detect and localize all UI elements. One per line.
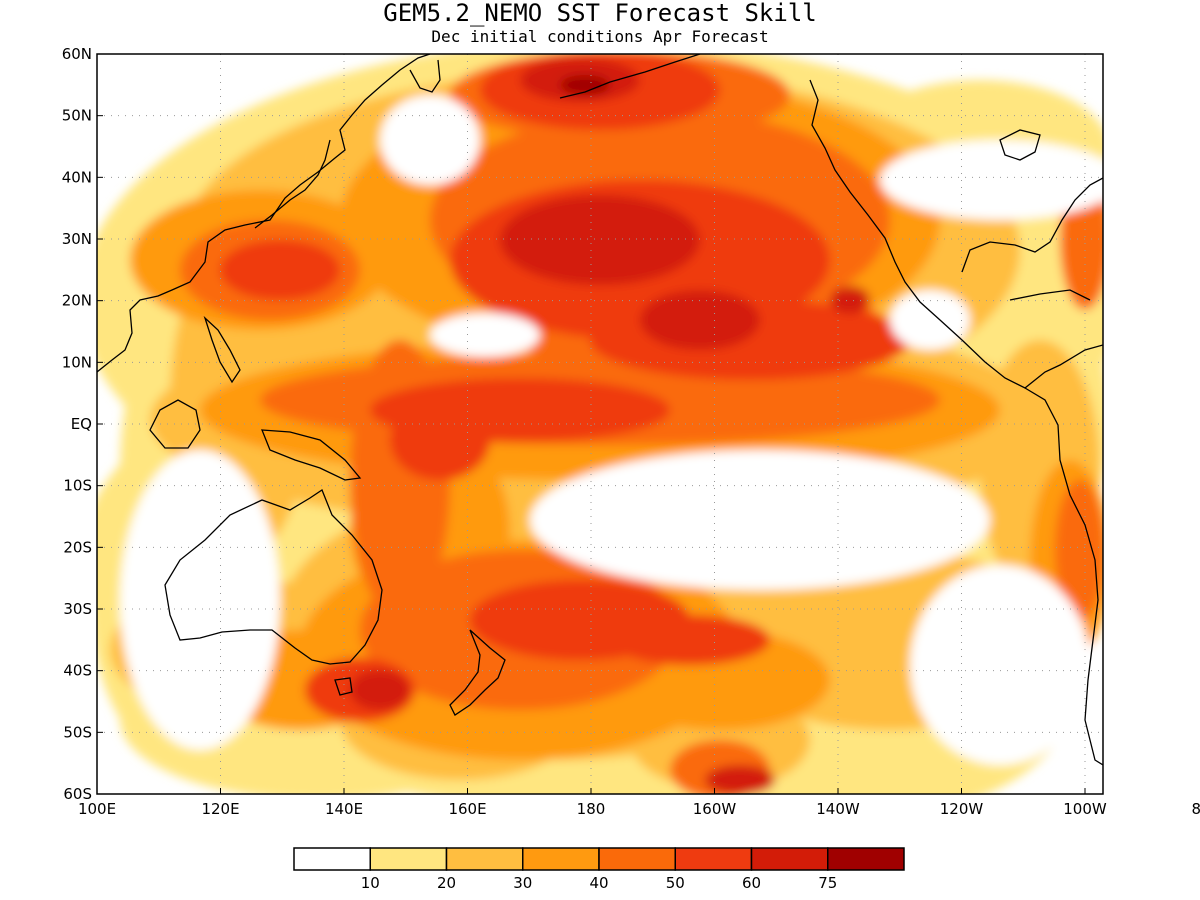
lat-tick-label: 40S (63, 662, 92, 680)
lon-tick-label: 80W (1192, 800, 1200, 818)
map-title: GEM5.2_NEMO SST Forecast Skill (383, 0, 817, 27)
skill-contour-region (1055, 480, 1103, 620)
colorbar-swatch (827, 847, 905, 871)
coastline-north-america (559, 54, 1103, 389)
colorbar-swatch (369, 847, 448, 871)
map-subtitle: Dec initial conditions Apr Forecast (431, 27, 769, 46)
longitude-labels: 100E 120E 140E 160E 180 160W 140W 120W 100W 80W (78, 800, 1200, 818)
colorbar-swatch (522, 847, 600, 871)
coastline-newzealand (449, 629, 506, 716)
colorbar-swatch (598, 847, 676, 871)
skill-contour-region (470, 580, 690, 660)
coastline-kamchatka (409, 59, 441, 93)
lat-tick-label: 50N (62, 107, 92, 125)
low-skill-region (530, 450, 990, 590)
coastline-australia (164, 489, 383, 665)
colorbar: 10 20 30 40 50 60 75 (293, 847, 905, 892)
skill-contour-region (350, 670, 410, 710)
low-skill-region (380, 95, 480, 185)
lat-tick-label: 20N (62, 292, 92, 310)
low-skill-region (120, 450, 280, 750)
graticule (96, 53, 1103, 795)
skill-contour-region (560, 75, 610, 95)
colorbar-label: 10 (361, 874, 380, 892)
low-skill-region (430, 313, 540, 357)
lon-tick-label: 120W (940, 800, 984, 818)
lat-tick-label: 60S (63, 785, 92, 803)
low-skill-region (910, 565, 1090, 765)
skill-contour-region (830, 286, 870, 314)
coastline-newguinea (261, 429, 362, 481)
lon-tick-label: 140E (325, 800, 363, 818)
coastline-philippines (203, 315, 241, 384)
lat-tick-label: 30S (63, 600, 92, 618)
skill-contour-region (350, 340, 450, 620)
skill-contour-region (390, 400, 490, 480)
coastlines (97, 54, 1103, 766)
coastline-cuba (1009, 289, 1091, 301)
skill-contour-region (220, 240, 340, 300)
skill-layer-low (120, 95, 1103, 765)
coastline-tasmania (334, 677, 353, 696)
map-frame (96, 53, 1104, 795)
coastline-borneo (149, 399, 201, 449)
colorbar-label: 20 (437, 874, 456, 892)
colorbar-label: 30 (513, 874, 532, 892)
lat-tick-label: 30N (62, 230, 92, 248)
colorbar-swatch (293, 847, 371, 871)
lat-tick-label: 40N (62, 168, 92, 186)
lat-tick-label: 10N (62, 353, 92, 371)
skill-field (97, 54, 1103, 794)
lat-tick-label: 60N (62, 45, 92, 63)
colorbar-label: 50 (666, 874, 685, 892)
skill-contour-region (640, 290, 760, 350)
lon-tick-label: 100W (1063, 800, 1107, 818)
colorbar-swatch (674, 847, 753, 871)
low-skill-region (880, 140, 1103, 220)
skill-layer-6 (350, 58, 870, 794)
lat-tick-label: 10S (63, 477, 92, 495)
lon-tick-label: 160E (448, 800, 486, 818)
lon-tick-label: 180 (577, 800, 606, 818)
colorbar-swatch (750, 847, 829, 871)
coastline-asia (97, 54, 431, 373)
coastline-gulf-mexico (961, 177, 1103, 273)
lon-tick-label: 160W (693, 800, 737, 818)
coastline-japan (254, 139, 331, 229)
coastline-south-america (1024, 387, 1103, 766)
skill-layer-7 (560, 75, 610, 95)
colorbar-label: 40 (589, 874, 608, 892)
lat-tick-label: 20S (63, 538, 92, 556)
lat-tick-label: 50S (63, 723, 92, 741)
lat-tick-label: EQ (71, 415, 92, 433)
latitude-labels: 60N 50N 40N 30N 20N 10N EQ 10S 20S 30S 40S 50S 60S (62, 45, 92, 803)
skill-contour-region (500, 195, 700, 285)
colorbar-label: 75 (818, 874, 837, 892)
colorbar-swatch (445, 847, 524, 871)
low-skill-region (890, 290, 970, 350)
colorbar-label: 60 (742, 874, 761, 892)
skill-contour-region (705, 765, 775, 794)
coastline-great-lakes (999, 129, 1041, 161)
lon-tick-label: 120E (201, 800, 239, 818)
lon-tick-label: 140W (816, 800, 860, 818)
lon-tick-label: 100E (78, 800, 116, 818)
